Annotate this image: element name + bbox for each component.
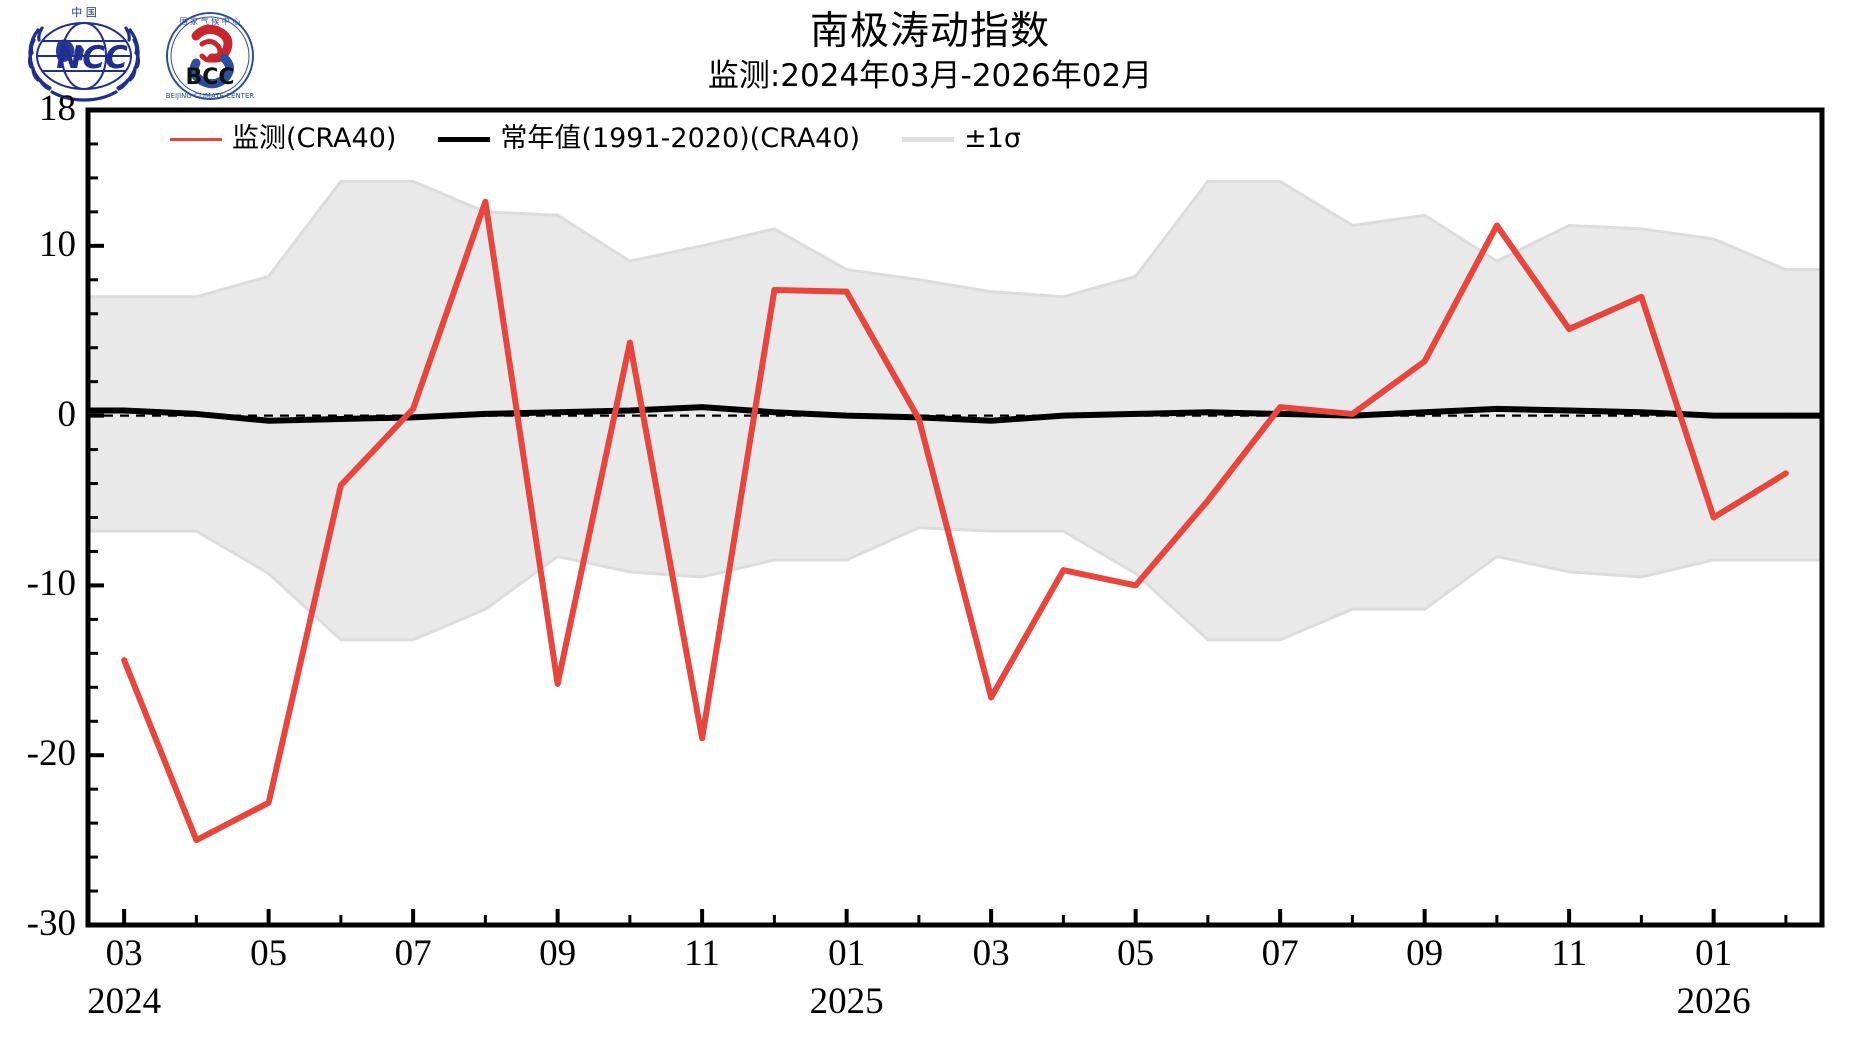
legend-item-climatology: 常年值(1991-2020)(CRA40)	[438, 124, 860, 154]
x-axis-tick-label: 07	[394, 933, 432, 974]
legend-item-observed: 监测(CRA40)	[170, 124, 396, 154]
x-axis-tick-label: 05	[1117, 933, 1155, 974]
x-axis-tick-label: 03	[972, 933, 1010, 974]
y-axis-tick-label: -30	[26, 903, 76, 944]
svg-text:NCC: NCC	[56, 40, 128, 76]
bcc-logo-icon: BCC 国 家 气 候 中 心 BEIJING CLIMATE CENTER	[166, 12, 255, 100]
x-axis-tick-label: 11	[684, 933, 720, 974]
x-axis-year-label: 2026	[1676, 981, 1751, 1022]
x-axis-tick-label: 05	[250, 933, 288, 974]
x-axis-tick-label: 03	[105, 933, 143, 974]
legend-swatch-climatology-icon	[438, 136, 491, 142]
legend-label-climatology: 常年值(1991-2020)(CRA40)	[500, 123, 861, 154]
legend-item-sigma: ±1σ	[902, 124, 1021, 154]
x-axis-tick-label: 07	[1261, 933, 1299, 974]
chart-legend: 监测(CRA40) 常年值(1991-2020)(CRA40) ±1σ	[170, 124, 1021, 154]
svg-text:中 国: 中 国	[71, 6, 97, 19]
x-axis-tick-label: 09	[1406, 933, 1444, 974]
x-axis-tick-label: 09	[539, 933, 577, 974]
y-axis-tick-label: 0	[57, 393, 77, 435]
observed-line	[121, 198, 1789, 844]
x-axis-tick-label: 01	[828, 933, 866, 974]
axis-ticks	[88, 108, 1788, 927]
ncc-logo-icon: 中 国 NCC	[27, 6, 141, 102]
y-axis-tick-label: 10	[39, 223, 76, 265]
legend-swatch-sigma-icon	[902, 136, 955, 142]
y-axis-tick-label: -10	[26, 563, 76, 605]
legend-label-sigma: ±1σ	[964, 123, 1021, 154]
x-axis-year-label: 2025	[809, 981, 884, 1022]
svg-text:BCC: BCC	[185, 65, 234, 90]
y-axis-tick-label: -20	[26, 733, 76, 775]
legend-label-observed: 监测(CRA40)	[232, 123, 397, 154]
svg-text:BEIJING CLIMATE CENTER: BEIJING CLIMATE CENTER	[166, 92, 255, 100]
logo-group: 中 国 NCC BCC 国 家 气 候 中 心 BEIJING CLIMATE …	[18, 4, 278, 104]
x-axis-year-label: 2024	[87, 981, 162, 1022]
svg-text:国 家 气 候 中 心: 国 家 气 候 中 心	[180, 16, 241, 26]
observed-polyline	[121, 198, 1789, 844]
x-axis-tick-label: 01	[1695, 933, 1733, 974]
x-axis-tick-label: 11	[1551, 933, 1587, 974]
y-axis-tick-label: 18	[39, 88, 76, 129]
legend-swatch-observed-icon	[170, 137, 222, 141]
